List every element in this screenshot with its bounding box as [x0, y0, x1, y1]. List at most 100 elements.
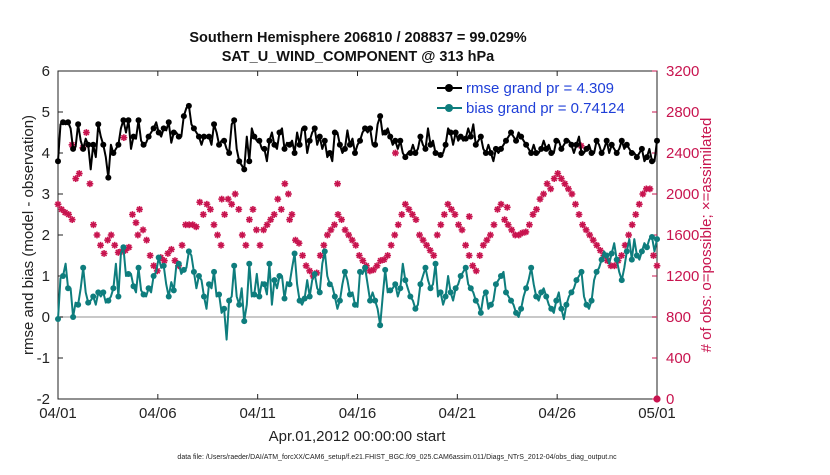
bias-marker [508, 297, 515, 304]
obs-count-marker [579, 221, 586, 229]
bias-marker [241, 318, 248, 325]
rmse-marker [487, 150, 494, 156]
rmse-marker [654, 137, 660, 144]
chart-legend: rmse grand pr = 4.309 bias grand pr = 0.… [437, 80, 625, 117]
rmse-marker [442, 141, 449, 148]
obs-count-marker [387, 241, 395, 249]
obs-count-marker [253, 226, 260, 234]
bias-marker [583, 301, 590, 308]
obs-count-marker [593, 241, 601, 249]
y-right-tick-label: 0 [666, 391, 674, 408]
obs-count-marker [543, 180, 551, 188]
rmse-marker [628, 150, 635, 156]
bias-marker [442, 293, 449, 300]
obs-count-marker [628, 221, 636, 229]
obs-count-marker [589, 236, 597, 244]
bias-marker [135, 264, 142, 271]
bias-marker [170, 287, 177, 294]
bias-marker [367, 297, 374, 304]
rmse-marker [372, 141, 379, 148]
rmse-marker [518, 133, 525, 140]
obs-count-marker [540, 190, 547, 198]
obs-count-marker [572, 200, 579, 208]
obs-count-marker [288, 211, 296, 218]
bias-marker [427, 285, 434, 292]
rmse-marker [357, 137, 364, 144]
obs-count-marker [218, 195, 226, 203]
rmse-marker [115, 141, 122, 148]
rmse-marker [427, 141, 434, 148]
obs-count-marker [306, 267, 314, 275]
obs-count-marker [564, 185, 572, 193]
bias-marker [211, 268, 218, 275]
obs-count-marker [72, 175, 80, 183]
bias-marker [648, 234, 655, 241]
obs-count-marker [469, 262, 477, 270]
y-axis-right-ticks: 0 400 800 1200 1600 2000 2400 2800 3200 [652, 63, 699, 408]
rmse-marker [613, 150, 620, 156]
chart-title-line-2: SAT_U_WIND_COMPONENT @ 313 hPa [222, 49, 495, 65]
bias-marker [130, 283, 137, 290]
rmse-marker [397, 137, 404, 144]
obs-count-marker [430, 252, 438, 259]
bias-marker [492, 281, 499, 288]
obs-count-marker [557, 175, 565, 183]
obs-count-marker [497, 200, 505, 208]
rmse-marker [508, 129, 515, 136]
obs-count-marker [639, 190, 647, 198]
bias-marker [513, 309, 520, 316]
bias-marker [437, 289, 444, 296]
obs-count-marker [107, 231, 115, 239]
bias-marker [145, 285, 152, 292]
bias-marker [216, 291, 223, 298]
rmse-marker [125, 117, 132, 124]
rmse-marker [351, 150, 358, 156]
rmse-marker [241, 166, 248, 173]
bias-marker [236, 301, 243, 308]
rmse-marker [306, 137, 313, 144]
rmse-marker [226, 150, 233, 156]
obs-count-marker [405, 205, 413, 213]
bias-marker [306, 293, 313, 300]
obs-count-marker [143, 236, 151, 244]
bias-marker [372, 297, 379, 304]
rmse-marker [563, 137, 570, 144]
obs-count-marker [150, 262, 158, 270]
obs-count-marker [444, 200, 452, 208]
obs-count-marker [178, 241, 186, 249]
obs-count-marker [196, 198, 204, 206]
x-axis-label: Apr.01,2012 00:00:00 start [269, 428, 447, 445]
obs-count-marker [348, 236, 356, 244]
bias-marker [95, 289, 102, 296]
rmse-marker [170, 129, 177, 136]
bias-marker [573, 277, 580, 284]
bias-marker [261, 281, 268, 288]
rmse-marker [291, 150, 298, 156]
bias-marker [357, 268, 364, 275]
bias-marker [140, 291, 147, 298]
rmse-marker [90, 141, 97, 148]
bias-marker [477, 309, 484, 316]
bias-marker [643, 244, 650, 251]
rmse-marker [457, 133, 464, 140]
obs-zero-marker [653, 395, 661, 403]
bias-marker [276, 273, 283, 279]
rmse-marker [251, 133, 258, 140]
data-file-footnote: data file: /Users/raeder/DAI/ATM_forcXX/… [177, 454, 617, 461]
bias-marker [588, 297, 595, 304]
obs-count-marker [221, 211, 228, 218]
rmse-marker [195, 133, 202, 140]
bias-marker [341, 268, 348, 275]
y-right-tick-label: 2000 [666, 186, 699, 203]
obs-count-marker [214, 231, 221, 239]
rmse-marker [110, 150, 117, 156]
rmse-marker [256, 137, 263, 144]
bias-marker [362, 264, 369, 271]
rmse-marker [588, 150, 595, 156]
obs-count-marker [231, 190, 239, 198]
bias-marker [291, 250, 298, 257]
rmse-marker [145, 133, 152, 140]
rmse-marker [150, 125, 157, 132]
obs-count-marker [210, 221, 218, 229]
rmse-marker [437, 152, 444, 159]
